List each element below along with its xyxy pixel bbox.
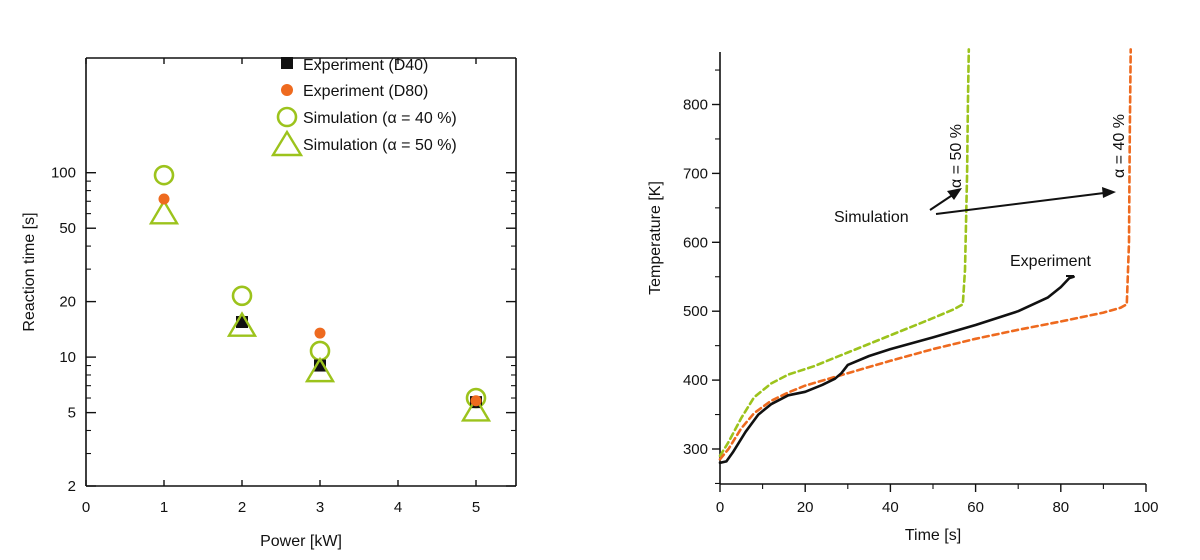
- left-y-tick-label: 5: [68, 405, 76, 422]
- sim50-triangle-point: [148, 198, 180, 225]
- right-lines: [718, 48, 1132, 465]
- left-y-tick-label: 50: [59, 220, 76, 237]
- left-x-tick-label: 3: [316, 499, 324, 516]
- annotation-experiment: Experiment: [1010, 253, 1091, 270]
- annotation-alpha40: α = 40 %: [1111, 114, 1128, 178]
- experiment-curve: [718, 275, 1075, 465]
- left-legend: Experiment (D40) Experiment (D80) Simula…: [270, 57, 457, 157]
- right-x-tick-label: 20: [797, 499, 814, 516]
- right-x-axis-title: Time [s]: [905, 527, 961, 544]
- left-y-tick-label: 2: [68, 478, 76, 495]
- sim50-triangle-point: [304, 356, 336, 383]
- legend-label-d40: Experiment (D40): [303, 57, 428, 74]
- right-x-tick-label: 0: [716, 499, 724, 516]
- sim50-triangle-point: [226, 311, 258, 337]
- sim50-dashed-curve: [718, 48, 971, 458]
- right-y-tick-label: 700: [683, 165, 708, 182]
- arrow-to-alpha40: [935, 192, 1105, 215]
- left-ticks: 0 1 2 3 4 5 2 5 10 20 50 100: [51, 58, 516, 516]
- right-x-tick-label: 40: [882, 499, 899, 516]
- d80-dot-point: [314, 327, 326, 339]
- left-y-tick-label: 100: [51, 165, 76, 182]
- right-y-tick-label: 600: [683, 234, 708, 251]
- left-x-axis-title: Power [kW]: [260, 533, 342, 550]
- d80-dot-point: [158, 193, 170, 205]
- left-x-tick-label: 5: [472, 499, 480, 516]
- right-x-tick-label: 60: [967, 499, 984, 516]
- right-y-tick-label: 300: [683, 441, 708, 458]
- sim50-triangle-point: [460, 396, 492, 422]
- left-x-tick-label: 2: [238, 499, 246, 516]
- left-marks: [148, 164, 492, 422]
- left-plot: 0 1 2 3 4 5 2 5 10 20 50 100 Power [kW] Reaction ti…: [21, 57, 517, 550]
- arrow-to-alpha50: [929, 193, 955, 211]
- d80-dot-point: [470, 395, 482, 407]
- left-y-axis-title: Reaction time [s]: [21, 212, 38, 331]
- right-x-tick-label: 80: [1052, 499, 1069, 516]
- right-y-tick-label: 800: [683, 97, 708, 114]
- legend-marker-d40: [281, 57, 293, 69]
- annotation-simulation: Simulation: [834, 209, 909, 226]
- right-y-tick-label: 400: [683, 372, 708, 389]
- legend-marker-d80: [281, 84, 293, 96]
- arrowhead-alpha50: [947, 188, 962, 200]
- legend-label-sim50: Simulation (α = 50 %): [303, 137, 457, 154]
- annotation-alpha50: α = 50 %: [948, 124, 965, 188]
- arrowhead-alpha40: [1102, 187, 1116, 198]
- legend-marker-sim40: [276, 106, 298, 128]
- left-x-tick-label: 1: [160, 499, 168, 516]
- sim40-circle-point: [153, 164, 175, 186]
- left-x-tick-label: 0: [82, 499, 90, 516]
- sim40-dashed-curve: [718, 48, 1132, 461]
- left-y-tick-label: 20: [59, 294, 76, 311]
- right-x-tick-label: 100: [1133, 499, 1158, 516]
- legend-label-d80: Experiment (D80): [303, 83, 428, 100]
- sim40-circle-point: [231, 285, 253, 307]
- right-y-tick-label: 500: [683, 303, 708, 320]
- left-x-tick-label: 4: [394, 499, 402, 516]
- right-y-axis-title: Temperature [K]: [647, 181, 664, 295]
- legend-label-sim40: Simulation (α = 40 %): [303, 110, 457, 127]
- right-ticks: 0 20 40 60 80 100 300 400 500 600 700 800: [683, 69, 1159, 516]
- left-y-tick-label: 10: [59, 349, 76, 366]
- legend-marker-sim50: [270, 129, 304, 157]
